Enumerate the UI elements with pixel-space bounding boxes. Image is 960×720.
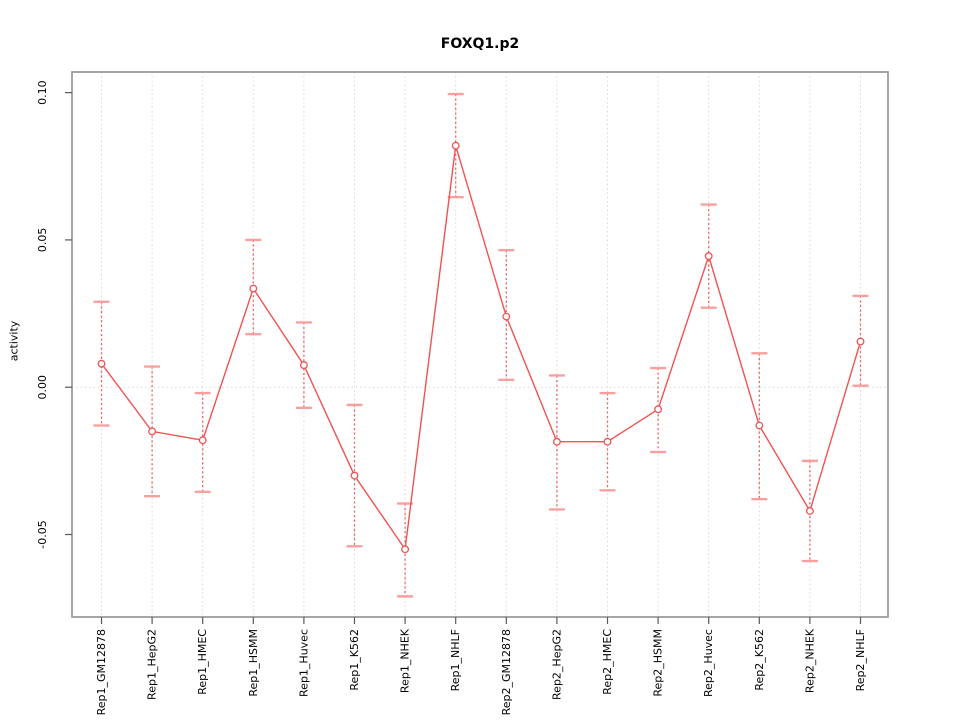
data-points [97,141,865,554]
data-point [603,437,612,446]
data-point [502,312,511,321]
data-point [805,506,814,515]
error-bar [93,300,110,427]
data-point [704,252,713,261]
error-bar [599,391,616,492]
x-tick-label: Rep2_Huvec [702,629,715,697]
data-point [198,436,207,445]
data-point [552,437,561,446]
error-bar [548,374,565,511]
x-axis: Rep1_GM12878 Rep1_HepG2 Rep1_HMEC Rep1_HSMM… [95,617,867,715]
data-point [856,337,865,346]
x-tick-label: Rep1_Huvec [297,629,310,697]
x-tick-label: Rep1_HMEC [196,629,209,695]
error-bar [852,294,869,387]
data-point [249,284,258,293]
y-tick-label: 0.00 [36,375,49,400]
error-bar [194,391,211,493]
data-point [654,405,663,414]
x-tick-label: Rep1_K562 [348,629,361,691]
x-tick-label: Rep2_GM12878 [500,629,513,715]
data-point [148,427,157,436]
plot-box [71,71,889,618]
series-line [100,145,862,552]
data-point [401,545,410,554]
grid-lines [72,72,888,617]
data-point [350,471,359,480]
error-bars [93,92,869,598]
x-tick-label: Rep1_NHEK [399,628,412,693]
data-point [97,359,106,368]
y-axis: -0.05 0.00 0.05 0.10 [36,80,72,549]
x-tick-label: Rep1_NHLF [449,629,462,691]
y-tick-label: -0.05 [36,520,49,548]
data-point [755,421,764,430]
x-tick-label: Rep1_GM12878 [95,629,108,715]
x-tick-label: Rep2_K562 [753,629,766,691]
x-tick-label: Rep2_HSMM [652,629,665,697]
x-tick-label: Rep2_NHLF [854,629,867,691]
x-tick-label: Rep2_HepG2 [550,629,563,700]
x-tick-label: Rep1_HSMM [247,629,260,697]
y-tick-label: 0.10 [36,80,49,105]
data-point [451,141,460,150]
error-bar [801,459,818,563]
error-bar [751,352,768,501]
y-tick-label: 0.05 [36,228,49,253]
data-point [299,361,308,370]
x-tick-label: Rep1_HepG2 [146,629,159,700]
x-tick-label: Rep2_NHEK [803,628,816,693]
x-tick-label: Rep2_HMEC [601,629,614,695]
chart-title: FOXQ1.p2 [440,36,520,52]
